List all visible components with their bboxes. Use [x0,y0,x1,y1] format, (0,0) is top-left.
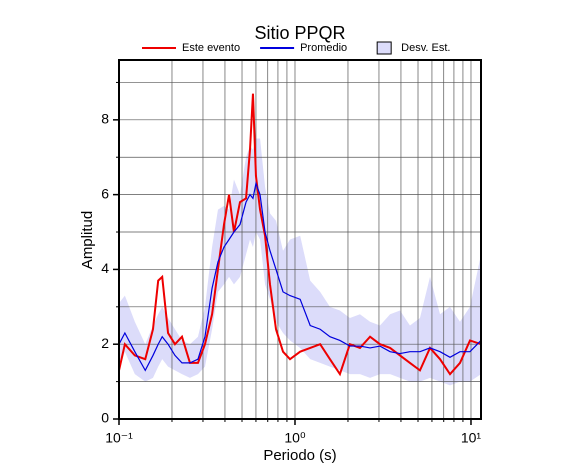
y-tick-label: 2 [101,335,109,351]
y-tick-label: 0 [101,410,109,426]
legend-label: Promedio [300,42,347,54]
x-tick-label: 10⁻¹ [105,430,133,446]
series-line [118,181,482,372]
y-tick-label: 4 [101,260,109,276]
legend-label: Desv. Est. [401,42,450,54]
x-tick-label: 10¹ [461,430,482,446]
legend-swatch [376,41,392,55]
legend-label: Este evento [182,42,240,54]
chart-title: Sitio PPQR [254,23,345,43]
x-axis-label: Periodo (s) [263,447,336,464]
std-band [119,138,481,386]
plot-frame [118,59,482,420]
series-line [118,93,482,377]
y-tick-label: 8 [101,111,109,127]
y-axis-label: Amplitud [79,211,96,269]
x-tick-label: 10⁰ [284,430,306,446]
y-tick-label: 6 [101,185,109,201]
